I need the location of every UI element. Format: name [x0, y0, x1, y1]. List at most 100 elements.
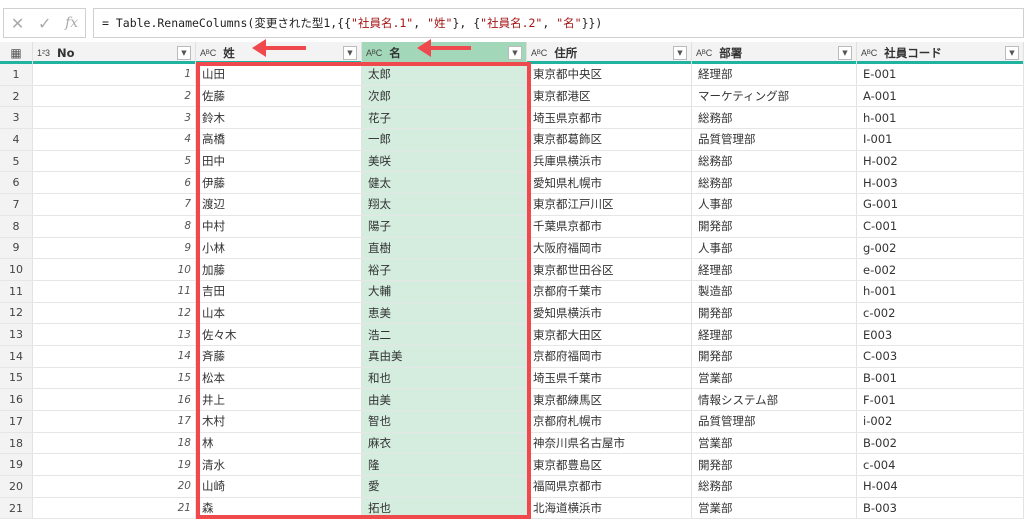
cell-no[interactable]: 11 — [33, 280, 196, 302]
row-number[interactable]: 12 — [0, 302, 33, 324]
cell-mei[interactable]: 和也 — [362, 367, 527, 389]
cell-sei[interactable]: 佐藤 — [196, 85, 362, 107]
cell-employee-code[interactable]: I-001 — [857, 129, 1024, 150]
row-number[interactable]: 6 — [0, 172, 33, 194]
cell-department[interactable]: 経理部 — [692, 324, 857, 345]
cell-employee-code[interactable]: H-003 — [857, 172, 1024, 194]
cell-department[interactable]: 人事部 — [692, 194, 857, 215]
cell-sei[interactable]: 山本 — [196, 302, 362, 324]
cell-employee-code[interactable]: h-001 — [857, 280, 1024, 302]
row-number[interactable]: 16 — [0, 389, 33, 410]
cell-employee-code[interactable]: B-001 — [857, 367, 1024, 389]
formula-input[interactable]: = Table.RenameColumns(変更された型1,{{"社員名.1",… — [93, 8, 1024, 38]
column-header-department[interactable]: AᴮC 部署 ▼ — [692, 42, 857, 64]
cell-mei[interactable]: 翔太 — [362, 194, 527, 215]
cell-no[interactable]: 6 — [33, 172, 196, 194]
cell-employee-code[interactable]: B-003 — [857, 497, 1024, 519]
confirm-icon[interactable]: ✓ — [37, 13, 52, 33]
filter-dropdown-icon[interactable]: ▼ — [508, 46, 522, 60]
cell-mei[interactable]: 一郎 — [362, 129, 527, 150]
cell-no[interactable]: 10 — [33, 259, 196, 280]
cell-employee-code[interactable]: g-002 — [857, 237, 1024, 259]
cell-no[interactable]: 4 — [33, 129, 196, 150]
filter-dropdown-icon[interactable]: ▼ — [838, 46, 852, 60]
row-number[interactable]: 14 — [0, 345, 33, 367]
cell-no[interactable]: 20 — [33, 476, 196, 497]
row-number[interactable]: 5 — [0, 150, 33, 172]
cell-sei[interactable]: 山崎 — [196, 476, 362, 497]
cell-address[interactable]: 兵庫県横浜市 — [527, 150, 692, 172]
cell-address[interactable]: 埼玉県千葉市 — [527, 367, 692, 389]
cell-sei[interactable]: 斉藤 — [196, 345, 362, 367]
cell-mei[interactable]: 隆 — [362, 454, 527, 476]
cell-department[interactable]: 開発部 — [692, 345, 857, 367]
cell-sei[interactable]: 伊藤 — [196, 172, 362, 194]
cell-sei[interactable]: 鈴木 — [196, 107, 362, 129]
cell-address[interactable]: 千葉県京都市 — [527, 215, 692, 237]
cell-department[interactable]: 品質管理部 — [692, 411, 857, 432]
cell-sei[interactable]: 渡辺 — [196, 194, 362, 215]
cell-address[interactable]: 京都府福岡市 — [527, 345, 692, 367]
cell-department[interactable]: 製造部 — [692, 280, 857, 302]
cell-no[interactable]: 2 — [33, 85, 196, 107]
cell-employee-code[interactable]: A-001 — [857, 85, 1024, 107]
cell-sei[interactable]: 森 — [196, 497, 362, 519]
cell-mei[interactable]: 花子 — [362, 107, 527, 129]
cell-no[interactable]: 9 — [33, 237, 196, 259]
cell-sei[interactable]: 松本 — [196, 367, 362, 389]
cell-department[interactable]: 総務部 — [692, 172, 857, 194]
cell-address[interactable]: 愛知県横浜市 — [527, 302, 692, 324]
cell-address[interactable]: 埼玉県京都市 — [527, 107, 692, 129]
cell-no[interactable]: 21 — [33, 497, 196, 519]
cell-employee-code[interactable]: E-001 — [857, 64, 1024, 85]
row-number[interactable]: 17 — [0, 411, 33, 432]
cell-sei[interactable]: 井上 — [196, 389, 362, 410]
column-header-address[interactable]: AᴮC 住所 ▼ — [527, 42, 692, 64]
cell-department[interactable]: 情報システム部 — [692, 389, 857, 410]
cell-department[interactable]: 営業部 — [692, 367, 857, 389]
row-number[interactable]: 2 — [0, 85, 33, 107]
cell-department[interactable]: 総務部 — [692, 150, 857, 172]
cell-no[interactable]: 15 — [33, 367, 196, 389]
filter-dropdown-icon[interactable]: ▼ — [343, 46, 357, 60]
cell-employee-code[interactable]: e-002 — [857, 259, 1024, 280]
cell-address[interactable]: 東京都世田谷区 — [527, 259, 692, 280]
cell-mei[interactable]: 次郎 — [362, 85, 527, 107]
cell-address[interactable]: 愛知県札幌市 — [527, 172, 692, 194]
cell-employee-code[interactable]: F-001 — [857, 389, 1024, 410]
fx-icon[interactable]: fx — [65, 15, 79, 31]
cell-employee-code[interactable]: C-003 — [857, 345, 1024, 367]
row-number[interactable]: 11 — [0, 280, 33, 302]
filter-dropdown-icon[interactable]: ▼ — [177, 46, 191, 60]
cell-address[interactable]: 東京都港区 — [527, 85, 692, 107]
cell-no[interactable]: 5 — [33, 150, 196, 172]
cell-employee-code[interactable]: h-001 — [857, 107, 1024, 129]
row-number[interactable]: 10 — [0, 259, 33, 280]
cell-employee-code[interactable]: G-001 — [857, 194, 1024, 215]
cell-address[interactable]: 大阪府福岡市 — [527, 237, 692, 259]
cell-mei[interactable]: 太郎 — [362, 64, 527, 85]
cell-address[interactable]: 東京都大田区 — [527, 324, 692, 345]
cell-address[interactable]: 神奈川県名古屋市 — [527, 432, 692, 454]
row-number[interactable]: 21 — [0, 497, 33, 519]
cell-employee-code[interactable]: B-002 — [857, 432, 1024, 454]
cell-mei[interactable]: 拓也 — [362, 497, 527, 519]
column-header-mei[interactable]: AᴮC 名 ▼ — [362, 42, 527, 64]
cell-sei[interactable]: 木村 — [196, 411, 362, 432]
cell-department[interactable]: 開発部 — [692, 302, 857, 324]
cell-no[interactable]: 19 — [33, 454, 196, 476]
cell-no[interactable]: 12 — [33, 302, 196, 324]
filter-dropdown-icon[interactable]: ▼ — [673, 46, 687, 60]
cell-department[interactable]: マーケティング部 — [692, 85, 857, 107]
cell-sei[interactable]: 田中 — [196, 150, 362, 172]
cell-address[interactable]: 福岡県京都市 — [527, 476, 692, 497]
cell-sei[interactable]: 吉田 — [196, 280, 362, 302]
row-number[interactable]: 15 — [0, 367, 33, 389]
cell-mei[interactable]: 美咲 — [362, 150, 527, 172]
cell-mei[interactable]: 由美 — [362, 389, 527, 410]
cell-sei[interactable]: 小林 — [196, 237, 362, 259]
column-header-no[interactable]: 1²3 No ▼ — [33, 42, 196, 64]
cell-employee-code[interactable]: E003 — [857, 324, 1024, 345]
row-number[interactable]: 20 — [0, 476, 33, 497]
cell-mei[interactable]: 愛 — [362, 476, 527, 497]
